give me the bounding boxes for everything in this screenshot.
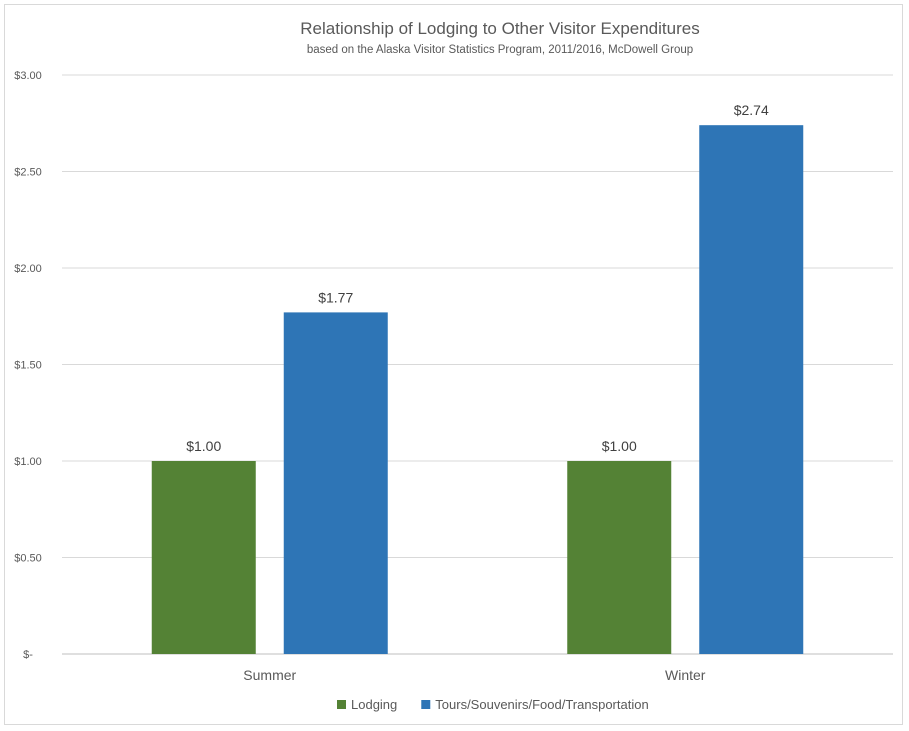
legend-swatch xyxy=(337,700,346,709)
data-label: $1.00 xyxy=(602,438,637,454)
y-tick-label: $2.50 xyxy=(14,167,42,179)
data-label: $1.00 xyxy=(186,438,221,454)
bar-summer-tours xyxy=(283,312,388,654)
legend: Lodging Tours/Souvenirs/Food/Transportati… xyxy=(337,697,649,712)
legend-label: Tours/Souvenirs/Food/Transportation xyxy=(435,697,648,712)
y-tick-label: $1.00 xyxy=(14,456,42,468)
x-tick-label: Summer xyxy=(243,667,296,683)
x-axis: Summer Winter xyxy=(243,667,706,683)
chart-title: Relationship of Lodging to Other Visitor… xyxy=(300,19,699,38)
data-label: $1.77 xyxy=(318,289,353,305)
bars xyxy=(151,125,804,655)
y-tick-label: $3.00 xyxy=(14,70,42,82)
y-tick-label: $0.50 xyxy=(14,553,42,565)
y-tick-label: $2.00 xyxy=(14,263,42,275)
y-tick-label: $- xyxy=(23,649,33,661)
chart-subtitle: based on the Alaska Visitor Statistics P… xyxy=(307,44,693,56)
bar-winter-lodging xyxy=(567,461,672,654)
y-axis: $- $0.50 $1.00 $1.50 $2.00 $2.50 $3.00 xyxy=(14,70,42,661)
x-tick-label: Winter xyxy=(665,667,706,683)
data-label: $2.74 xyxy=(734,102,769,118)
legend-swatch xyxy=(421,700,431,709)
data-labels: $1.00 $1.77 $1.00 $2.74 xyxy=(186,102,769,454)
bar-winter-tours xyxy=(699,125,804,655)
y-tick-label: $1.50 xyxy=(14,360,42,372)
legend-label: Lodging xyxy=(351,697,397,712)
bar-summer-lodging xyxy=(151,461,256,654)
